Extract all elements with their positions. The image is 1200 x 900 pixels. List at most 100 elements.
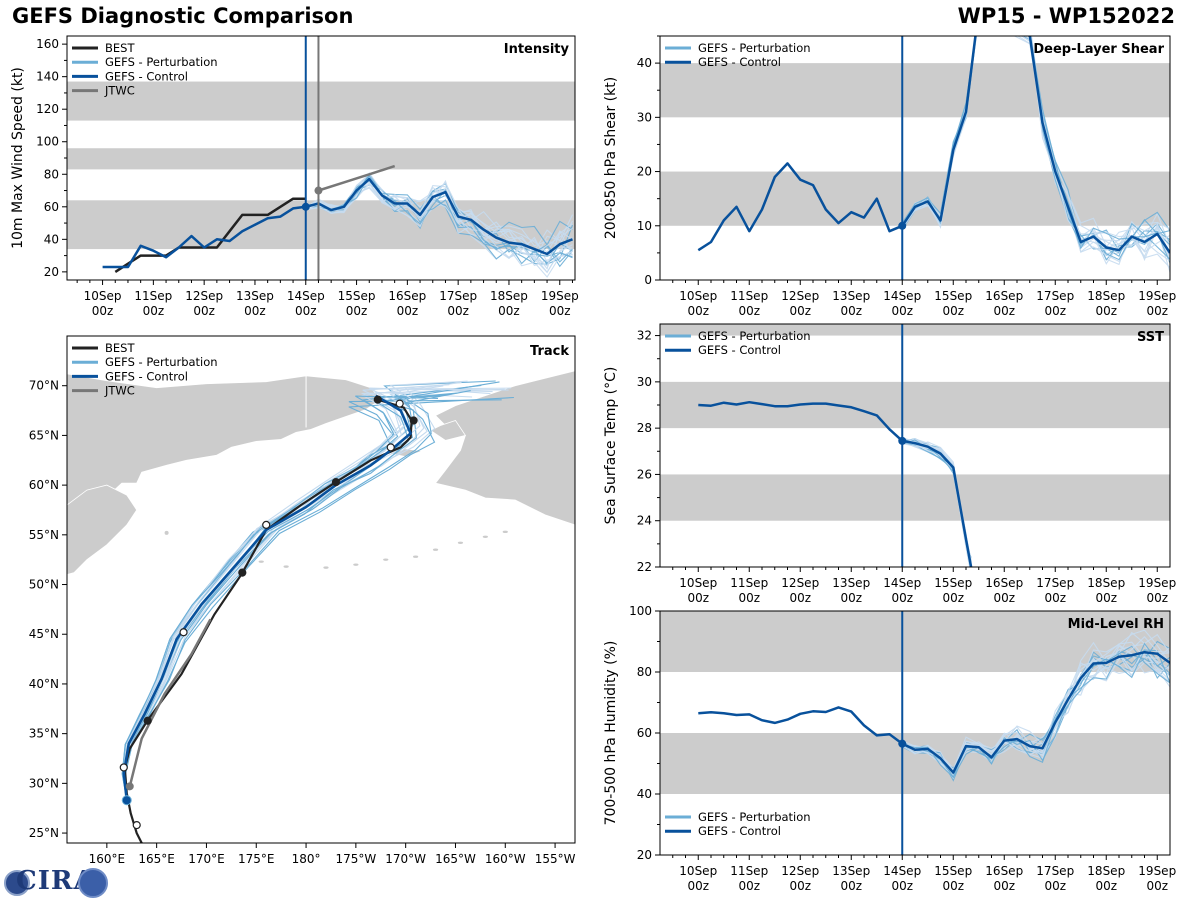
threshold-band	[67, 81, 575, 121]
x-tick-label: 10Sep	[679, 289, 717, 303]
x-tick-label: 17Sep	[1036, 289, 1074, 303]
best-track-dot	[409, 416, 418, 425]
x-tick-sublabel: 00z	[244, 304, 266, 318]
x-tick-label: 11Sep	[730, 289, 768, 303]
cira-logo: CIRA	[4, 866, 108, 898]
threshold-band	[660, 733, 1170, 794]
lon-tick-label: 160°W	[485, 852, 526, 866]
panel-sst: 22242628303210Sep00z11Sep00z12Sep00z13Se…	[603, 323, 1176, 605]
map-area	[67, 370, 575, 843]
x-tick-sublabel: 00z	[738, 879, 760, 893]
x-tick-label: 15Sep	[934, 576, 972, 590]
lat-tick-label: 45°N	[29, 627, 59, 641]
best-track-dot	[119, 763, 128, 772]
x-tick-sublabel: 00z	[789, 879, 811, 893]
x-tick-sublabel: 00z	[1044, 879, 1066, 893]
figure-title: GEFS Diagnostic Comparison	[12, 4, 354, 28]
y-tick-label: 24	[637, 514, 652, 528]
legend-entry: GEFS - Perturbation	[698, 41, 811, 55]
perturbation-track	[125, 392, 459, 801]
lat-tick-label: 65°N	[29, 428, 59, 442]
x-tick-label: 10Sep	[84, 289, 122, 303]
legend-entry: GEFS - Control	[698, 343, 781, 357]
x-tick-sublabel: 00z	[1095, 304, 1117, 318]
jtwc-dot	[125, 782, 134, 791]
legend-entry: BEST	[105, 341, 135, 355]
x-tick-sublabel: 00z	[942, 591, 964, 605]
land-aleutian	[353, 563, 359, 566]
init-marker	[898, 436, 907, 445]
x-tick-sublabel: 00z	[687, 304, 709, 318]
legend-entry: GEFS - Control	[105, 369, 188, 383]
y-tick-label: 120	[36, 102, 59, 116]
land-aleutian	[502, 530, 508, 534]
y-tick-label: 80	[44, 167, 59, 181]
lon-tick-label: 170°E	[188, 852, 225, 866]
jtwc-track	[128, 618, 212, 787]
x-tick-label: 18Sep	[490, 289, 528, 303]
threshold-band	[660, 381, 1170, 429]
legend-entry: BEST	[105, 41, 135, 55]
x-tick-sublabel: 00z	[738, 304, 760, 318]
land-aleutian	[283, 565, 289, 568]
panel-title: Deep-Layer Shear	[1033, 42, 1164, 57]
threshold-band	[660, 324, 1170, 336]
x-tick-sublabel: 00z	[346, 304, 368, 318]
legend-entry: GEFS - Perturbation	[698, 810, 811, 824]
x-tick-label: 12Sep	[185, 289, 223, 303]
x-tick-label: 12Sep	[781, 864, 819, 878]
y-tick-label: 160	[36, 37, 59, 51]
perturbation-track	[122, 381, 462, 801]
x-tick-label: 13Sep	[236, 289, 274, 303]
series-gefs-control	[698, 650, 1170, 774]
x-tick-label: 17Sep	[1036, 864, 1074, 878]
panel-title: SST	[1137, 330, 1164, 345]
x-tick-sublabel: 00z	[789, 591, 811, 605]
land-aleutian	[413, 555, 419, 558]
y-tick-label: 26	[637, 467, 652, 481]
y-axis-label: 200-850 hPa Shear (kt)	[603, 77, 619, 239]
y-tick-label: 140	[36, 70, 59, 84]
x-tick-label: 15Sep	[338, 289, 376, 303]
perturbation-line	[305, 174, 573, 265]
lat-tick-label: 70°N	[29, 379, 59, 393]
x-tick-label: 18Sep	[1087, 864, 1125, 878]
x-tick-sublabel: 00z	[1095, 879, 1117, 893]
x-tick-sublabel: 00z	[193, 304, 215, 318]
x-tick-sublabel: 00z	[1095, 591, 1117, 605]
x-tick-sublabel: 00z	[942, 304, 964, 318]
x-tick-label: 16Sep	[985, 864, 1023, 878]
x-tick-sublabel: 00z	[1044, 304, 1066, 318]
x-tick-sublabel: 00z	[1146, 879, 1168, 893]
x-tick-sublabel: 00z	[738, 591, 760, 605]
init-marker	[301, 202, 310, 211]
lat-tick-label: 60°N	[29, 478, 59, 492]
x-tick-label: 14Sep	[287, 289, 325, 303]
x-tick-sublabel: 00z	[840, 879, 862, 893]
perturbation-line	[902, 649, 1170, 779]
threshold-band	[660, 63, 1170, 118]
legend-entry: GEFS - Control	[105, 69, 188, 83]
best-track-dot	[132, 821, 141, 830]
x-tick-label: 10Sep	[679, 864, 717, 878]
land-island	[164, 530, 169, 535]
plot-area	[660, 324, 1170, 567]
init-marker	[314, 186, 323, 195]
panel-title: Track	[530, 344, 569, 359]
lat-tick-label: 50°N	[29, 578, 59, 592]
perturbation-line	[902, 635, 1170, 771]
lat-tick-label: 55°N	[29, 528, 59, 542]
land-aleutian	[432, 548, 439, 551]
lat-tick-label: 25°N	[29, 826, 59, 840]
land-aleutian	[457, 541, 464, 544]
y-tick-label: 40	[637, 56, 652, 70]
x-tick-label: 17Sep	[439, 289, 477, 303]
x-tick-label: 11Sep	[730, 864, 768, 878]
perturbation-line	[902, 441, 971, 567]
lon-tick-label: 165°W	[435, 852, 476, 866]
x-tick-label: 11Sep	[730, 576, 768, 590]
panel-rh: 2040608010010Sep00z11Sep00z12Sep00z13Sep…	[603, 604, 1176, 893]
best-track-dot	[331, 478, 341, 487]
x-tick-label: 16Sep	[985, 289, 1023, 303]
x-tick-label: 15Sep	[934, 289, 972, 303]
